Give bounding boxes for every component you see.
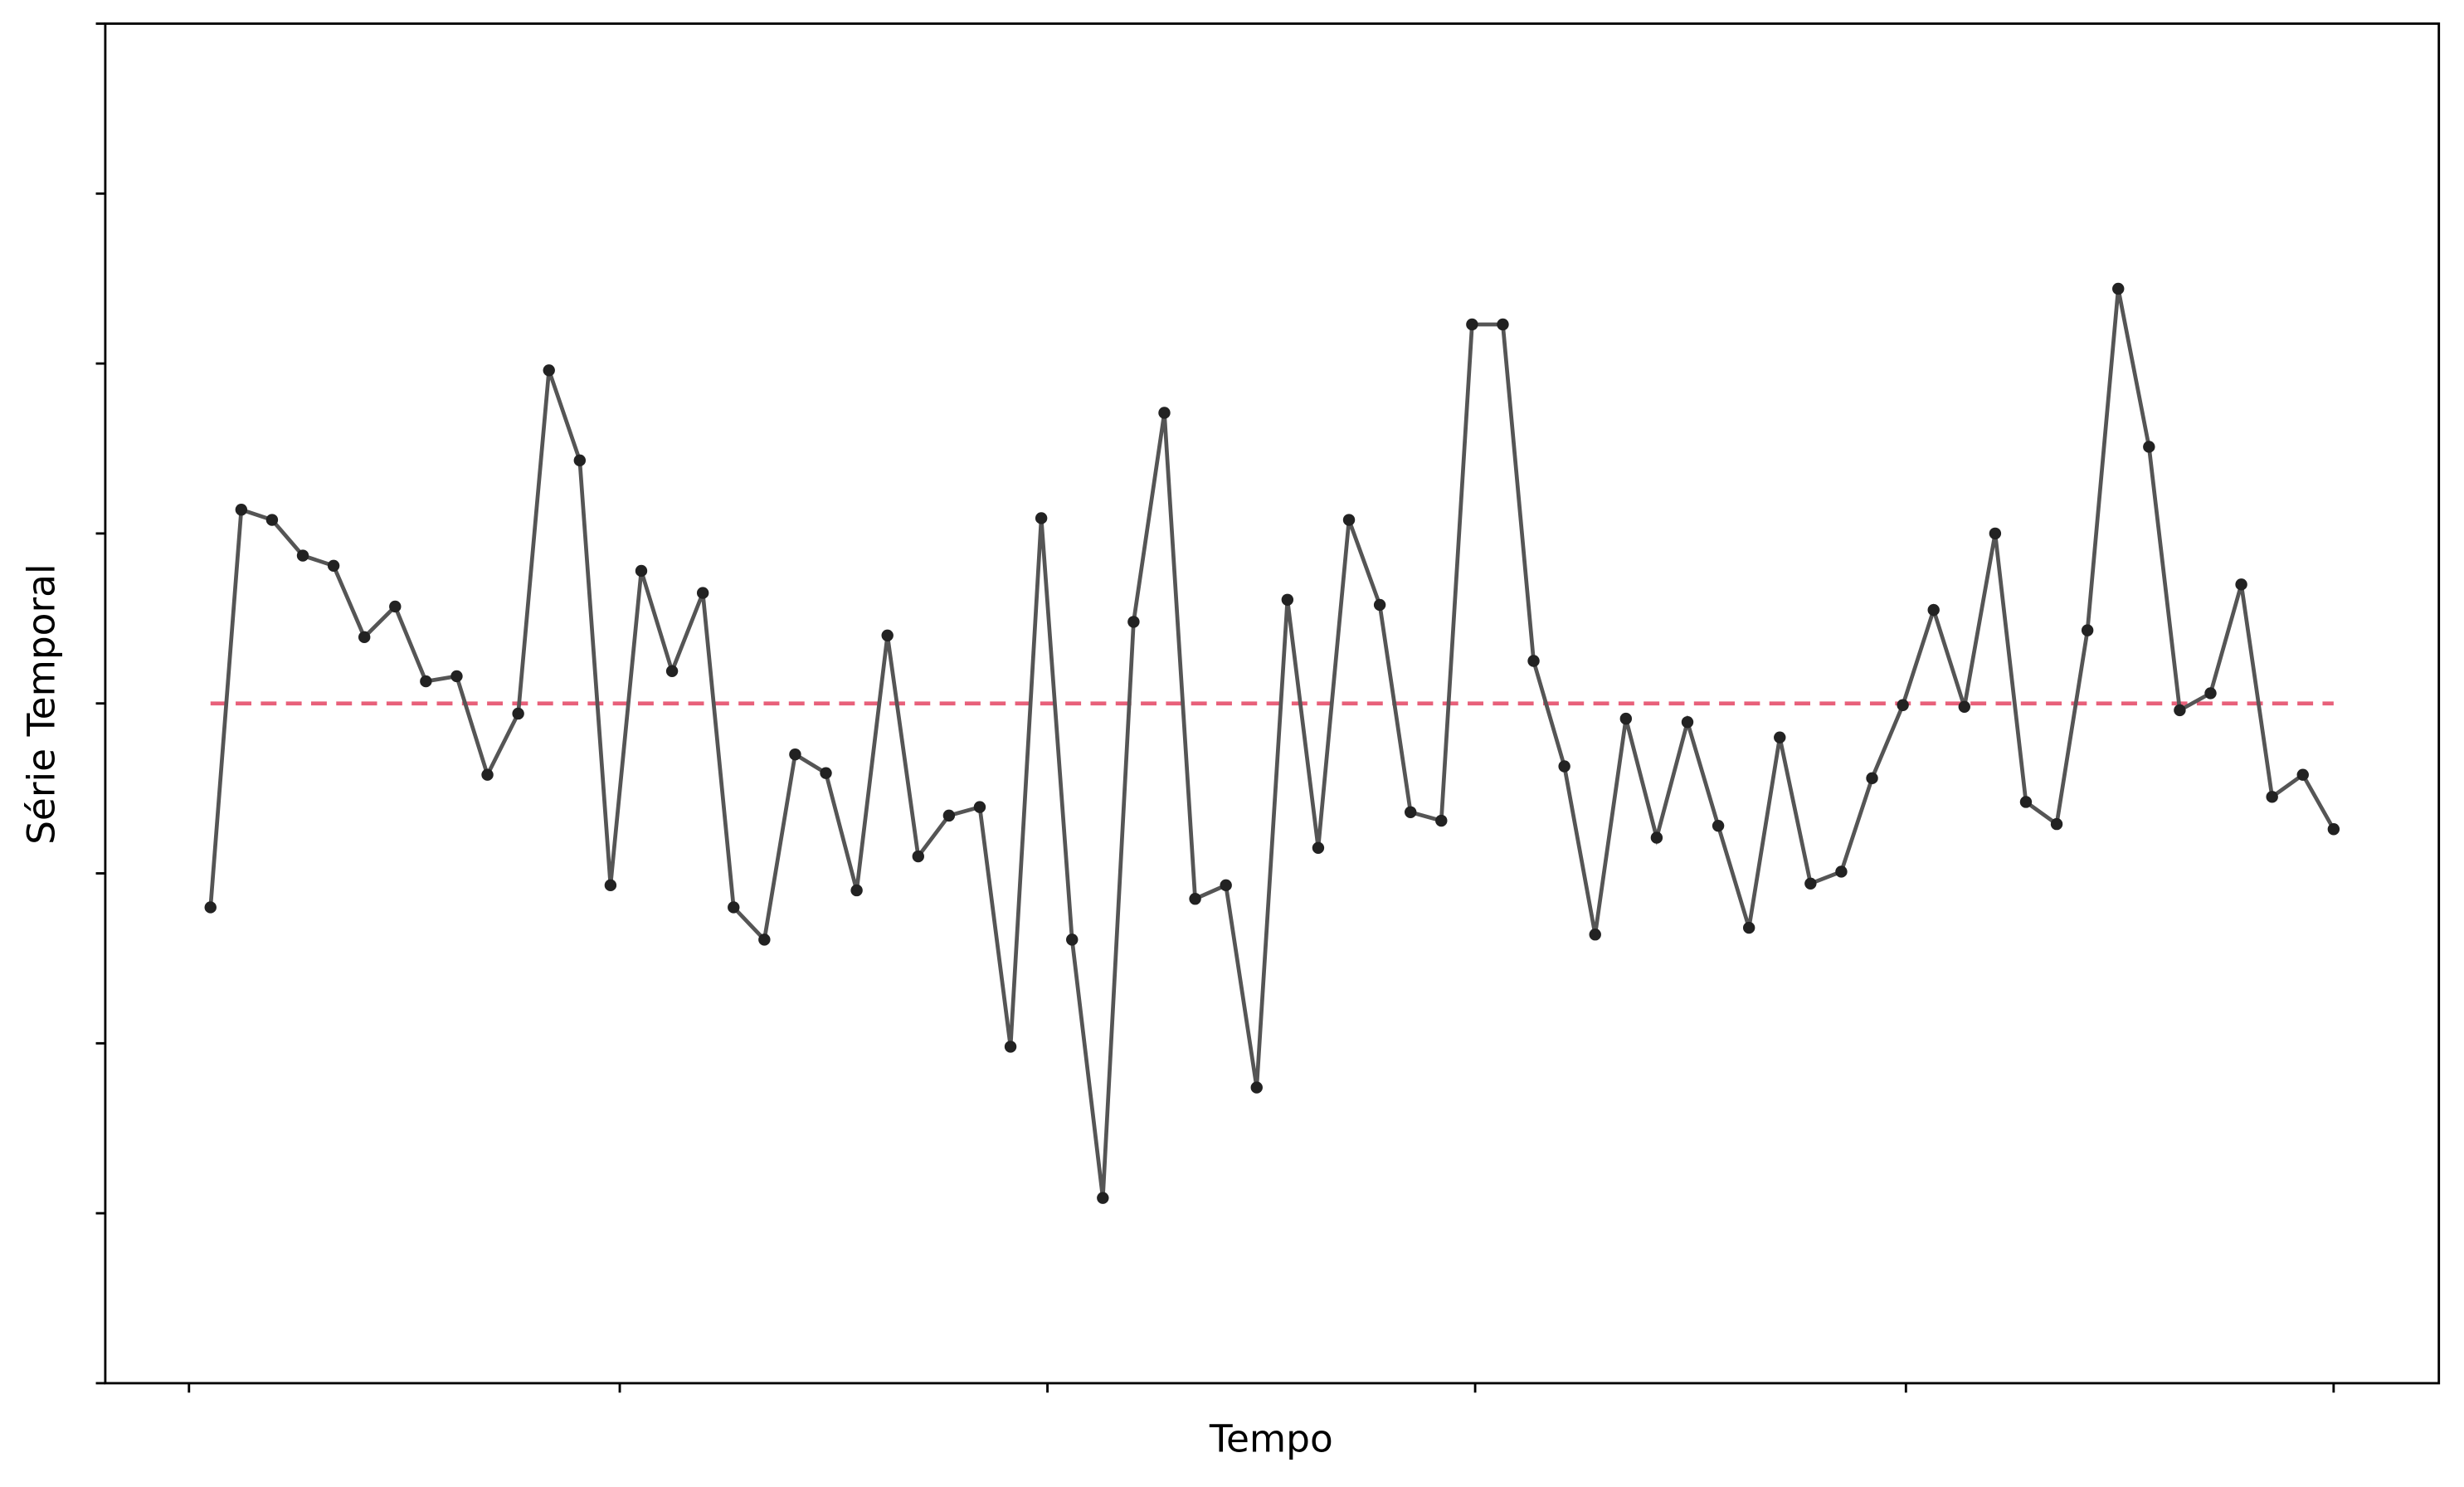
data-point xyxy=(1897,699,1909,711)
data-point xyxy=(358,631,371,644)
data-point xyxy=(1405,806,1417,818)
data-point xyxy=(481,768,494,781)
data-point xyxy=(450,670,463,683)
data-point xyxy=(881,629,894,641)
data-point xyxy=(2327,823,2340,836)
data-point xyxy=(1835,865,1848,878)
data-point xyxy=(512,707,524,720)
data-point xyxy=(1466,318,1478,331)
data-point xyxy=(1681,716,1694,729)
plot-frame xyxy=(104,22,2441,1385)
data-point xyxy=(265,514,279,526)
data-point xyxy=(2204,687,2217,700)
data-point xyxy=(1619,712,1633,725)
data-point xyxy=(1650,831,1663,844)
data-point xyxy=(1742,921,1755,934)
data-point xyxy=(1373,598,1386,612)
data-point xyxy=(604,879,617,892)
data-point xyxy=(789,748,801,761)
data-point xyxy=(1004,1041,1017,1053)
data-point xyxy=(1866,772,1878,785)
data-point xyxy=(420,675,432,688)
data-point xyxy=(696,587,709,599)
data-point xyxy=(1712,819,1725,832)
data-point xyxy=(573,454,587,467)
data-point xyxy=(2174,704,2186,717)
data-point xyxy=(2296,768,2309,781)
data-point xyxy=(2112,282,2125,295)
data-point xyxy=(973,801,986,813)
data-point xyxy=(2081,624,2094,636)
data-point xyxy=(665,665,679,677)
data-point xyxy=(635,564,648,578)
data-point xyxy=(389,600,402,613)
x-axis-label: Tempo xyxy=(1209,1416,1333,1460)
data-point xyxy=(1312,841,1325,854)
data-point xyxy=(850,884,863,897)
data-point xyxy=(1066,934,1079,946)
data-point xyxy=(1189,893,1201,905)
data-point xyxy=(1035,512,1048,524)
data-point xyxy=(1927,603,1940,617)
data-point xyxy=(327,559,340,573)
data-point xyxy=(1774,731,1786,744)
data-point xyxy=(1958,700,1970,713)
data-point xyxy=(1158,407,1171,419)
data-point xyxy=(758,934,771,946)
data-point xyxy=(2050,817,2063,831)
data-point xyxy=(2019,796,2033,808)
data-point xyxy=(1804,877,1817,890)
y-axis-label: Série Temporal xyxy=(20,563,64,845)
data-point xyxy=(543,364,555,377)
data-point xyxy=(1220,879,1232,892)
series-line xyxy=(208,288,2335,1198)
data-point xyxy=(1497,318,1509,331)
data-point xyxy=(1435,814,1448,827)
data-point xyxy=(1342,514,1356,526)
data-point xyxy=(1989,527,2002,540)
data-point xyxy=(942,809,956,822)
data-point xyxy=(2266,791,2278,803)
data-point xyxy=(820,767,832,779)
data-point xyxy=(1127,616,1140,628)
data-point xyxy=(204,901,217,914)
data-point xyxy=(1250,1081,1263,1094)
data-point xyxy=(2143,441,2155,453)
data-point xyxy=(728,901,740,914)
data-point xyxy=(2235,578,2247,591)
data-point xyxy=(1558,760,1570,773)
data-point xyxy=(1097,1192,1109,1204)
data-point xyxy=(912,850,924,863)
data-point xyxy=(235,504,248,516)
data-point xyxy=(1527,655,1540,667)
data-point xyxy=(1281,593,1294,606)
data-point xyxy=(1589,929,1601,941)
data-point xyxy=(296,549,309,562)
